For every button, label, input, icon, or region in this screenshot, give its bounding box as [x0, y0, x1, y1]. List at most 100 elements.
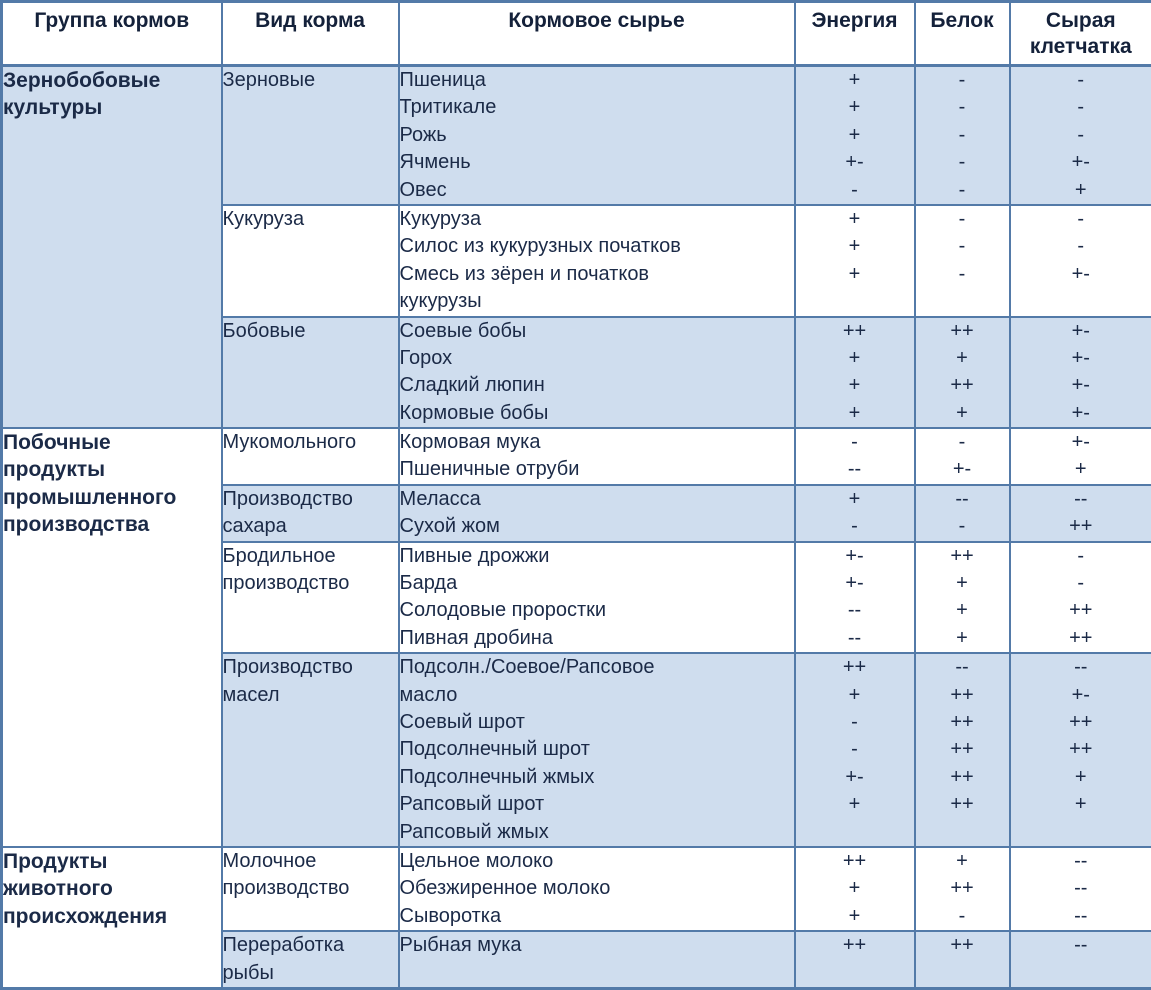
value-line: - — [796, 177, 914, 204]
raw-material-line: Сладкий люпин — [400, 372, 794, 399]
value-line: + — [796, 345, 914, 372]
value-line: - — [916, 94, 1009, 121]
value-line: +- — [1011, 149, 1151, 176]
value-line: - — [916, 177, 1009, 204]
energy-value-cell: +- — [795, 485, 915, 542]
value-line: +- — [796, 764, 914, 791]
raw-material-line: Пшеничные отруби — [400, 456, 794, 483]
raw-material-line: Пшеница — [400, 67, 794, 94]
value-line: +- — [1011, 261, 1151, 288]
value-line: - — [916, 149, 1009, 176]
value-line: + — [1011, 177, 1151, 204]
raw-material-line: кукурузы — [400, 288, 794, 315]
raw-material-line: масло — [400, 682, 794, 709]
energy-value-cell: +-+----- — [795, 542, 915, 654]
value-line: +- — [796, 149, 914, 176]
energy-value-cell: ++++-- — [795, 66, 915, 205]
feed-type-cell: Зерновые — [222, 66, 399, 205]
protein-value-cell: --- — [915, 205, 1010, 317]
fiber-value-cell: --+- — [1010, 205, 1151, 317]
value-line: ++ — [1011, 736, 1151, 763]
protein-value-cell: --- — [915, 485, 1010, 542]
fiber-value-cell: +-+ — [1010, 428, 1151, 485]
feed-group-label-line: Побочные — [3, 429, 221, 456]
value-line — [796, 288, 914, 315]
value-line: + — [796, 875, 914, 902]
raw-material-line: Цельное молоко — [400, 848, 794, 875]
raw-material-line: Горох — [400, 345, 794, 372]
raw-material-line: Подсолн./Соевое/Рапсовое — [400, 654, 794, 681]
value-line: ++ — [916, 318, 1009, 345]
value-line — [1011, 819, 1151, 846]
raw-material-line: Смесь из зёрен и початков — [400, 261, 794, 288]
protein-value-cell: +++- — [915, 847, 1010, 931]
value-line: ++ — [916, 682, 1009, 709]
raw-material-line: Солодовые проростки — [400, 597, 794, 624]
fiber-value-cell: ---+-+ — [1010, 66, 1151, 205]
feed-group-label-line: продукты — [3, 456, 221, 483]
value-line: -- — [796, 597, 914, 624]
feed-type-cell: Бобовые — [222, 317, 399, 429]
value-line: - — [916, 206, 1009, 233]
value-line: - — [916, 233, 1009, 260]
fiber-value-cell: -- — [1010, 931, 1151, 988]
value-line: +- — [1011, 318, 1151, 345]
raw-material-line: Пивные дрожжи — [400, 543, 794, 570]
raw-material-line: Кормовые бобы — [400, 400, 794, 427]
value-line: + — [916, 345, 1009, 372]
fiber-value-cell: --++++ — [1010, 542, 1151, 654]
energy-value-cell: +++--+-+ — [795, 653, 915, 847]
header-row: Группа кормов Вид корма Кормовое сырье Э… — [2, 2, 1151, 66]
value-line: -- — [1011, 486, 1151, 513]
value-line: -- — [916, 486, 1009, 513]
value-line: + — [796, 682, 914, 709]
raw-material-line: Рожь — [400, 122, 794, 149]
value-line: + — [916, 400, 1009, 427]
value-line: + — [796, 486, 914, 513]
value-line: - — [916, 122, 1009, 149]
raw-material-line: Тритикале — [400, 94, 794, 121]
feed-type-label-line: Мукомольного — [223, 429, 398, 456]
value-line: + — [1011, 764, 1151, 791]
feed-type-label-line: Кукуруза — [223, 206, 398, 233]
value-line: ++ — [916, 932, 1009, 959]
raw-material-line: Пивная дробина — [400, 625, 794, 652]
value-line: ++ — [1011, 597, 1151, 624]
value-line: + — [916, 597, 1009, 624]
value-line: -- — [1011, 848, 1151, 875]
value-line: - — [796, 736, 914, 763]
feed-type-cell: Мукомольного — [222, 428, 399, 485]
value-line: + — [796, 791, 914, 818]
value-line: -- — [1011, 875, 1151, 902]
value-line: -- — [916, 654, 1009, 681]
value-line: - — [796, 709, 914, 736]
value-line: + — [796, 122, 914, 149]
fiber-value-cell: --++ — [1010, 485, 1151, 542]
value-line: + — [796, 400, 914, 427]
feed-group-label-line: происхождения — [3, 903, 221, 930]
raw-material-cell: Рыбная мука — [399, 931, 795, 988]
feed-type-label-line: Бродильное — [223, 543, 398, 570]
value-line: + — [796, 261, 914, 288]
value-line: - — [1011, 94, 1151, 121]
fiber-value-cell: --+-++++++ — [1010, 653, 1151, 847]
value-line: +- — [796, 543, 914, 570]
value-line: ++ — [1011, 625, 1151, 652]
value-line: -- — [796, 456, 914, 483]
feed-type-label-line: Производство — [223, 486, 398, 513]
value-line — [796, 819, 914, 846]
energy-value-cell: +++ — [795, 205, 915, 317]
value-line: + — [1011, 456, 1151, 483]
value-line: ++ — [796, 932, 914, 959]
header-cell-feed-type: Вид корма — [222, 2, 399, 66]
